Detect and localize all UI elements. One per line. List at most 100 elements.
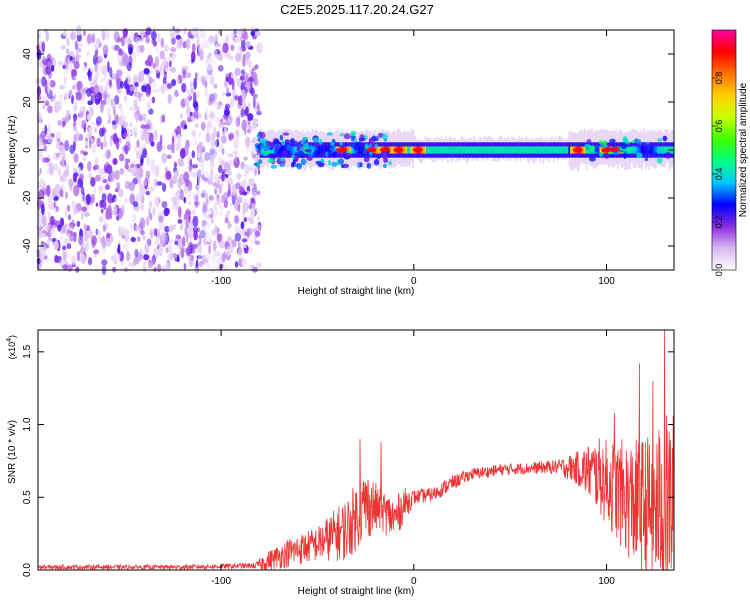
heatmap-cell: [246, 216, 251, 222]
heatmap-cell: [256, 149, 262, 155]
heatmap-cell: [105, 95, 111, 105]
heatmap-cell: [64, 67, 69, 75]
heatmap-cell: [171, 36, 176, 46]
heatmap-cell: [665, 152, 671, 159]
heatmap-cell: [189, 81, 193, 88]
heatmap-cell: [152, 206, 156, 216]
heatmap-cell: [224, 52, 231, 58]
heatmap-cell: [170, 67, 177, 73]
snr-x-label: Height of straight line (km): [298, 586, 415, 597]
heatmap-cell: [570, 146, 573, 154]
heatmap-cell: [253, 77, 259, 86]
heatmap-cell: [153, 178, 158, 188]
heatmap-cell: [152, 88, 159, 93]
heatmap-cell: [244, 163, 250, 175]
heatmap-cell: [138, 81, 141, 89]
heatmap-cell: [74, 153, 79, 164]
heatmap-cell: [79, 173, 84, 181]
heatmap-cell: [505, 146, 508, 154]
heatmap-cell: [174, 196, 178, 204]
heatmap-cell: [189, 248, 196, 254]
heatmap-cell: [126, 250, 131, 262]
heatmap-cell: [315, 160, 321, 165]
heatmap-cell: [149, 201, 153, 208]
heatmap-cell: [145, 170, 151, 179]
heatmap-cell: [239, 75, 245, 81]
heatmap-cell: [168, 28, 175, 34]
heatmap-cell: [219, 210, 222, 217]
heatmap-cell: [192, 164, 199, 169]
heatmap-cell: [511, 146, 514, 154]
heatmap-cell: [228, 55, 234, 61]
heatmap-cell: [88, 172, 93, 179]
heatmap-cell: [405, 146, 408, 154]
heatmap-cell: [248, 59, 252, 69]
heatmap-cell: [64, 163, 69, 170]
heatmap-cell: [86, 113, 92, 121]
heatmap-cell: [241, 238, 248, 243]
snr-y-label: SNR (10 * v/v): [7, 420, 18, 484]
heatmap-cell: [230, 44, 235, 51]
heatmap-cell: [240, 108, 246, 117]
heatmap-cell: [189, 217, 193, 224]
spectrogram-heatmap: [35, 25, 675, 276]
heatmap-cell: [357, 161, 361, 169]
heatmap-cell: [254, 168, 257, 176]
heatmap-cell: [129, 106, 134, 112]
heatmap-cell: [169, 60, 172, 68]
heatmap-peak: [366, 148, 377, 152]
heatmap-cell: [183, 218, 186, 229]
heatmap-cell: [117, 37, 122, 43]
heatmap-cell: [177, 219, 183, 224]
heatmap-cell: [60, 44, 66, 51]
heatmap-cell: [630, 146, 633, 154]
heatmap-cell: [167, 144, 172, 151]
heatmap-cell: [176, 78, 180, 85]
heatmap-peak: [609, 148, 620, 152]
heatmap-cell: [328, 159, 331, 166]
heatmap-cell: [191, 58, 195, 64]
heatmap-cell: [284, 139, 290, 143]
heatmap-cell: [97, 55, 103, 63]
heatmap-cell: [265, 140, 272, 146]
heatmap-cell: [120, 80, 124, 89]
heatmap-cell: [220, 160, 227, 167]
heatmap-cell: [64, 58, 69, 70]
heatmap-cell: [48, 123, 51, 136]
heatmap-cell: [101, 193, 107, 202]
heatmap-cell: [250, 208, 256, 219]
heatmap-cell: [54, 254, 59, 264]
heatmap-cell: [75, 131, 80, 140]
heatmap-cell: [248, 178, 255, 187]
heatmap-cell: [201, 121, 206, 131]
heatmap-cell: [98, 230, 101, 242]
x-tick-label: 100: [598, 276, 615, 287]
heatmap-cell: [502, 146, 505, 154]
heatmap-cell: [657, 138, 662, 143]
snr-scale-label: (x104): [6, 335, 17, 359]
heatmap-cell: [194, 135, 198, 146]
heatmap-cell: [197, 90, 200, 98]
heatmap-cell: [316, 146, 319, 154]
heatmap-cell: [279, 157, 285, 162]
heatmap-cell: [147, 54, 154, 67]
heatmap-cell: [125, 135, 130, 143]
heatmap-cell: [443, 146, 446, 154]
heatmap-cell: [135, 113, 139, 124]
heatmap-cell: [391, 146, 394, 154]
snr-series-line: [37, 329, 674, 571]
heatmap-cell: [209, 263, 217, 274]
heatmap-cell: [199, 49, 204, 61]
heatmap-cell: [251, 72, 258, 80]
heatmap-cell: [83, 29, 86, 37]
heatmap-cell: [137, 236, 141, 242]
heatmap-cell: [208, 244, 211, 255]
heatmap-cell: [72, 104, 77, 112]
heatmap-cell: [358, 146, 361, 154]
heatmap-cell: [212, 240, 217, 252]
heatmap-cell: [431, 146, 434, 154]
heatmap-cell: [233, 28, 238, 36]
heatmap-cell: [230, 72, 236, 79]
heatmap-cell: [71, 94, 74, 105]
